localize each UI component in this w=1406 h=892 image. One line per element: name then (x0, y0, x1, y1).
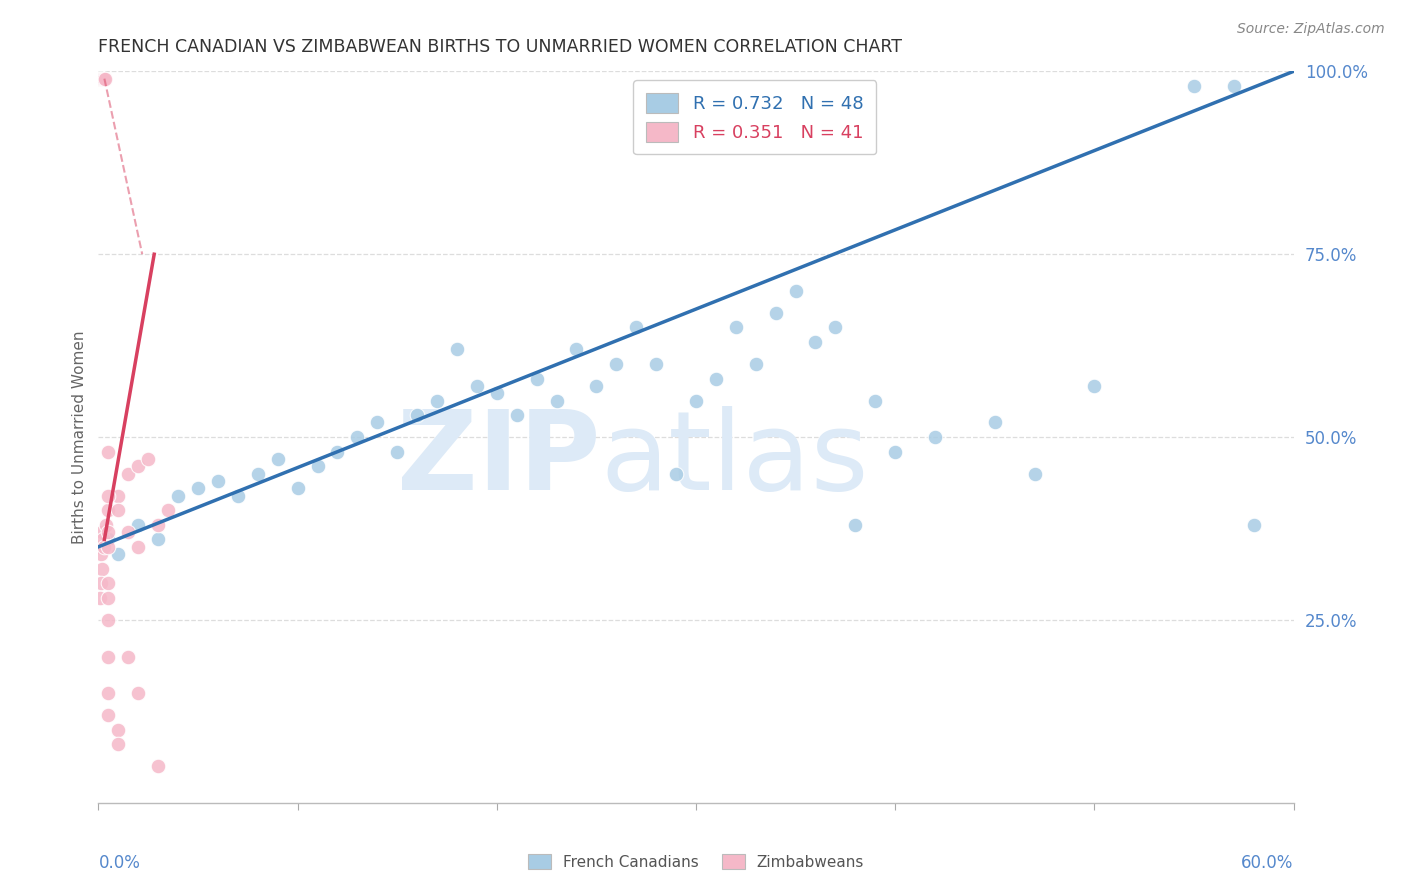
Point (148, 533, 170, 547)
Legend: French Canadians, Zimbabweans: French Canadians, Zimbabweans (522, 847, 870, 876)
Point (91, 562, 114, 576)
Point (1223, 78, 1246, 93)
Point (785, 284, 807, 298)
Point (465, 379, 488, 393)
Point (724, 320, 747, 334)
Point (924, 430, 946, 444)
Point (89, 71, 111, 86)
Point (426, 393, 449, 408)
Text: atlas: atlas (600, 406, 869, 513)
Point (546, 393, 568, 408)
Point (97, 613, 120, 627)
Point (585, 379, 607, 393)
Point (765, 306, 787, 320)
Point (884, 444, 907, 458)
Point (117, 525, 139, 540)
Point (1243, 517, 1265, 532)
Point (526, 371, 548, 385)
Point (626, 320, 648, 334)
Point (665, 467, 688, 481)
Point (745, 357, 768, 371)
Point (127, 517, 149, 532)
Point (605, 357, 627, 371)
Point (117, 467, 139, 481)
Point (984, 416, 1007, 430)
Point (93, 71, 115, 86)
Point (127, 686, 149, 700)
Point (446, 343, 468, 357)
Point (207, 474, 229, 488)
Point (326, 444, 349, 458)
Point (97, 503, 120, 517)
Point (91, 525, 114, 540)
Point (485, 386, 508, 401)
Point (136, 452, 159, 467)
Point (93, 540, 115, 554)
Text: ZIP: ZIP (396, 406, 600, 513)
Point (704, 371, 727, 385)
Point (127, 459, 149, 474)
Point (107, 723, 129, 737)
Point (89, 540, 111, 554)
Point (157, 503, 180, 517)
Point (97, 649, 120, 664)
Point (148, 517, 170, 532)
Y-axis label: Births to Unmarried Women: Births to Unmarried Women (72, 330, 87, 544)
Point (97, 591, 120, 605)
Point (93, 533, 115, 547)
Point (187, 481, 209, 495)
Point (1024, 467, 1046, 481)
Point (167, 489, 190, 503)
Point (90, 71, 112, 86)
Point (267, 452, 290, 467)
Text: 60.0%: 60.0% (1241, 854, 1294, 872)
Point (865, 393, 887, 408)
Text: Source: ZipAtlas.com: Source: ZipAtlas.com (1237, 22, 1385, 37)
Text: 0.0%: 0.0% (98, 854, 141, 872)
Point (91, 71, 114, 86)
Point (107, 737, 129, 751)
Point (246, 467, 269, 481)
Point (97, 686, 120, 700)
Point (307, 459, 329, 474)
Point (97, 489, 120, 503)
Point (97, 576, 120, 591)
Point (824, 320, 846, 334)
Point (97, 525, 120, 540)
Point (90, 576, 112, 591)
Point (107, 489, 129, 503)
Point (226, 489, 249, 503)
Point (89, 71, 111, 86)
Point (127, 540, 149, 554)
Point (97, 533, 120, 547)
Point (94, 71, 117, 86)
Point (96, 517, 118, 532)
Point (565, 343, 588, 357)
Point (346, 430, 368, 444)
Point (89, 591, 111, 605)
Point (1083, 379, 1105, 393)
Point (107, 547, 129, 561)
Point (804, 334, 827, 349)
Point (645, 357, 668, 371)
Point (1182, 78, 1205, 93)
Point (406, 408, 429, 422)
Point (844, 517, 866, 532)
Point (506, 408, 529, 422)
Point (93, 71, 115, 86)
Point (385, 444, 409, 458)
Point (287, 481, 309, 495)
Point (148, 759, 170, 773)
Point (685, 393, 707, 408)
Point (97, 540, 120, 554)
Point (117, 649, 139, 664)
Point (366, 416, 388, 430)
Point (107, 503, 129, 517)
Point (90, 547, 112, 561)
Point (97, 708, 120, 723)
Point (97, 444, 120, 458)
Text: FRENCH CANADIAN VS ZIMBABWEAN BIRTHS TO UNMARRIED WOMEN CORRELATION CHART: FRENCH CANADIAN VS ZIMBABWEAN BIRTHS TO … (98, 38, 903, 56)
